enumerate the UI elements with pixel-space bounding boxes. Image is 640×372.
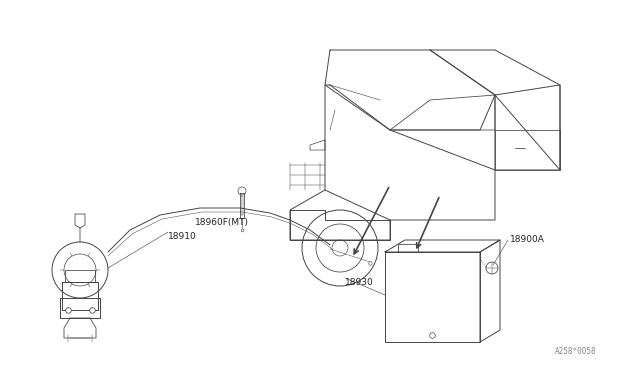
Text: 18960F(MT): 18960F(MT) (195, 218, 249, 227)
Circle shape (332, 240, 348, 256)
Circle shape (486, 262, 498, 274)
Circle shape (64, 254, 96, 286)
Circle shape (52, 242, 108, 298)
Circle shape (302, 210, 378, 286)
Text: A258*0058: A258*0058 (555, 347, 597, 356)
Circle shape (238, 187, 246, 195)
Text: 18930: 18930 (345, 278, 374, 287)
Text: 18900A: 18900A (510, 235, 545, 244)
Text: 18910: 18910 (168, 232, 196, 241)
Circle shape (316, 224, 364, 272)
Bar (385, 252, 480, 342)
